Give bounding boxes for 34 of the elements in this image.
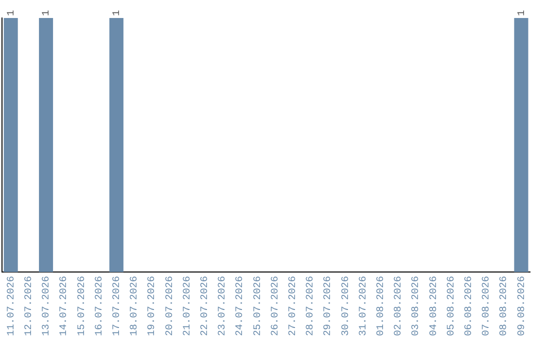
data-label: 1 (6, 10, 18, 16)
x-tick-label: 26.07.2026 (270, 276, 282, 336)
x-tick-label: 22.07.2026 (200, 276, 212, 336)
x-tick-label: 02.08.2026 (394, 276, 405, 336)
x-tick-label: 03.08.2026 (411, 276, 422, 336)
x-tick-label: 27.07.2026 (288, 276, 300, 336)
x-tick-label: 21.07.2026 (182, 276, 194, 336)
x-tick-label: 14.07.2026 (59, 276, 70, 336)
x-tick-label: 09.08.2026 (516, 276, 528, 336)
x-tick-label: 07.08.2026 (482, 276, 493, 336)
x-tick-label: 30.07.2026 (340, 276, 352, 336)
x-tick-label: 01.08.2026 (376, 276, 388, 336)
x-tick-label: 08.08.2026 (499, 276, 510, 336)
x-tick-label: 16.07.2026 (94, 276, 106, 336)
x-tick-label: 11.07.2026 (6, 276, 18, 336)
data-label: 1 (112, 10, 124, 16)
x-tick-label: 28.07.2026 (306, 276, 317, 336)
x-tick-label: 31.07.2026 (358, 276, 370, 336)
x-tick-label: 20.07.2026 (164, 276, 176, 336)
x-tick-label: 04.08.2026 (428, 276, 440, 336)
x-tick-label: 06.08.2026 (464, 276, 476, 336)
x-tick-label: 17.07.2026 (112, 276, 124, 336)
x-tick-label: 05.08.2026 (446, 276, 458, 336)
data-label: 1 (516, 10, 528, 16)
x-tick-label: 24.07.2026 (235, 276, 246, 336)
x-tick-label: 25.07.2026 (252, 276, 264, 336)
x-tick-label: 29.07.2026 (323, 276, 334, 336)
x-tick-label: 15.07.2026 (76, 276, 88, 336)
x-tick-label: 23.07.2026 (218, 276, 229, 336)
x-tick-label: 13.07.2026 (42, 276, 53, 336)
x-tick-label: 19.07.2026 (147, 276, 158, 336)
data-label: 1 (42, 10, 53, 16)
x-tick-label: 12.07.2026 (24, 276, 36, 336)
x-tick-label: 18.07.2026 (130, 276, 141, 336)
